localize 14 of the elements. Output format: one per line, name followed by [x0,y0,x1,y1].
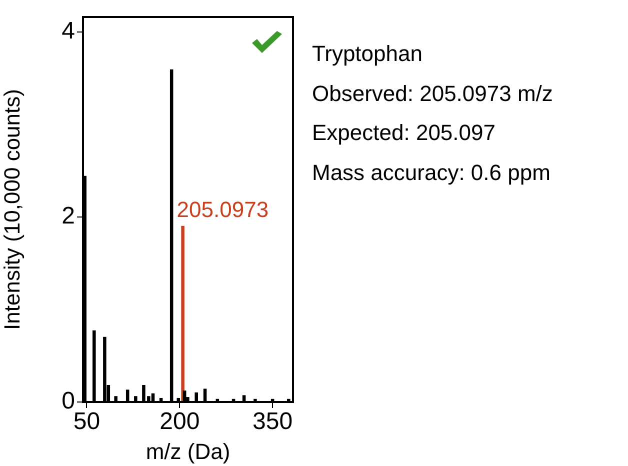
text: Observed: 205.0973 m/z [312,80,553,108]
y-tick-label: 0 [62,388,75,415]
x-tick-label: 50 [73,408,100,436]
x-axis-title: m/z (Da) [146,438,230,464]
text: Tryptophan [312,40,424,68]
x-tick-label: 350 [252,408,293,436]
y-tick-label: 2 [62,202,75,230]
text: Mass accuracy: 0.6 ppm [312,158,552,187]
bar [181,226,184,402]
y-tick-label: 4 [62,17,75,44]
x-tick-label: 200 [160,408,200,436]
text: Expected: 205.097 [312,119,496,147]
y-axis-title: Intensity (10,000 counts) [0,89,24,330]
annotation: 205.0973 [176,197,269,222]
